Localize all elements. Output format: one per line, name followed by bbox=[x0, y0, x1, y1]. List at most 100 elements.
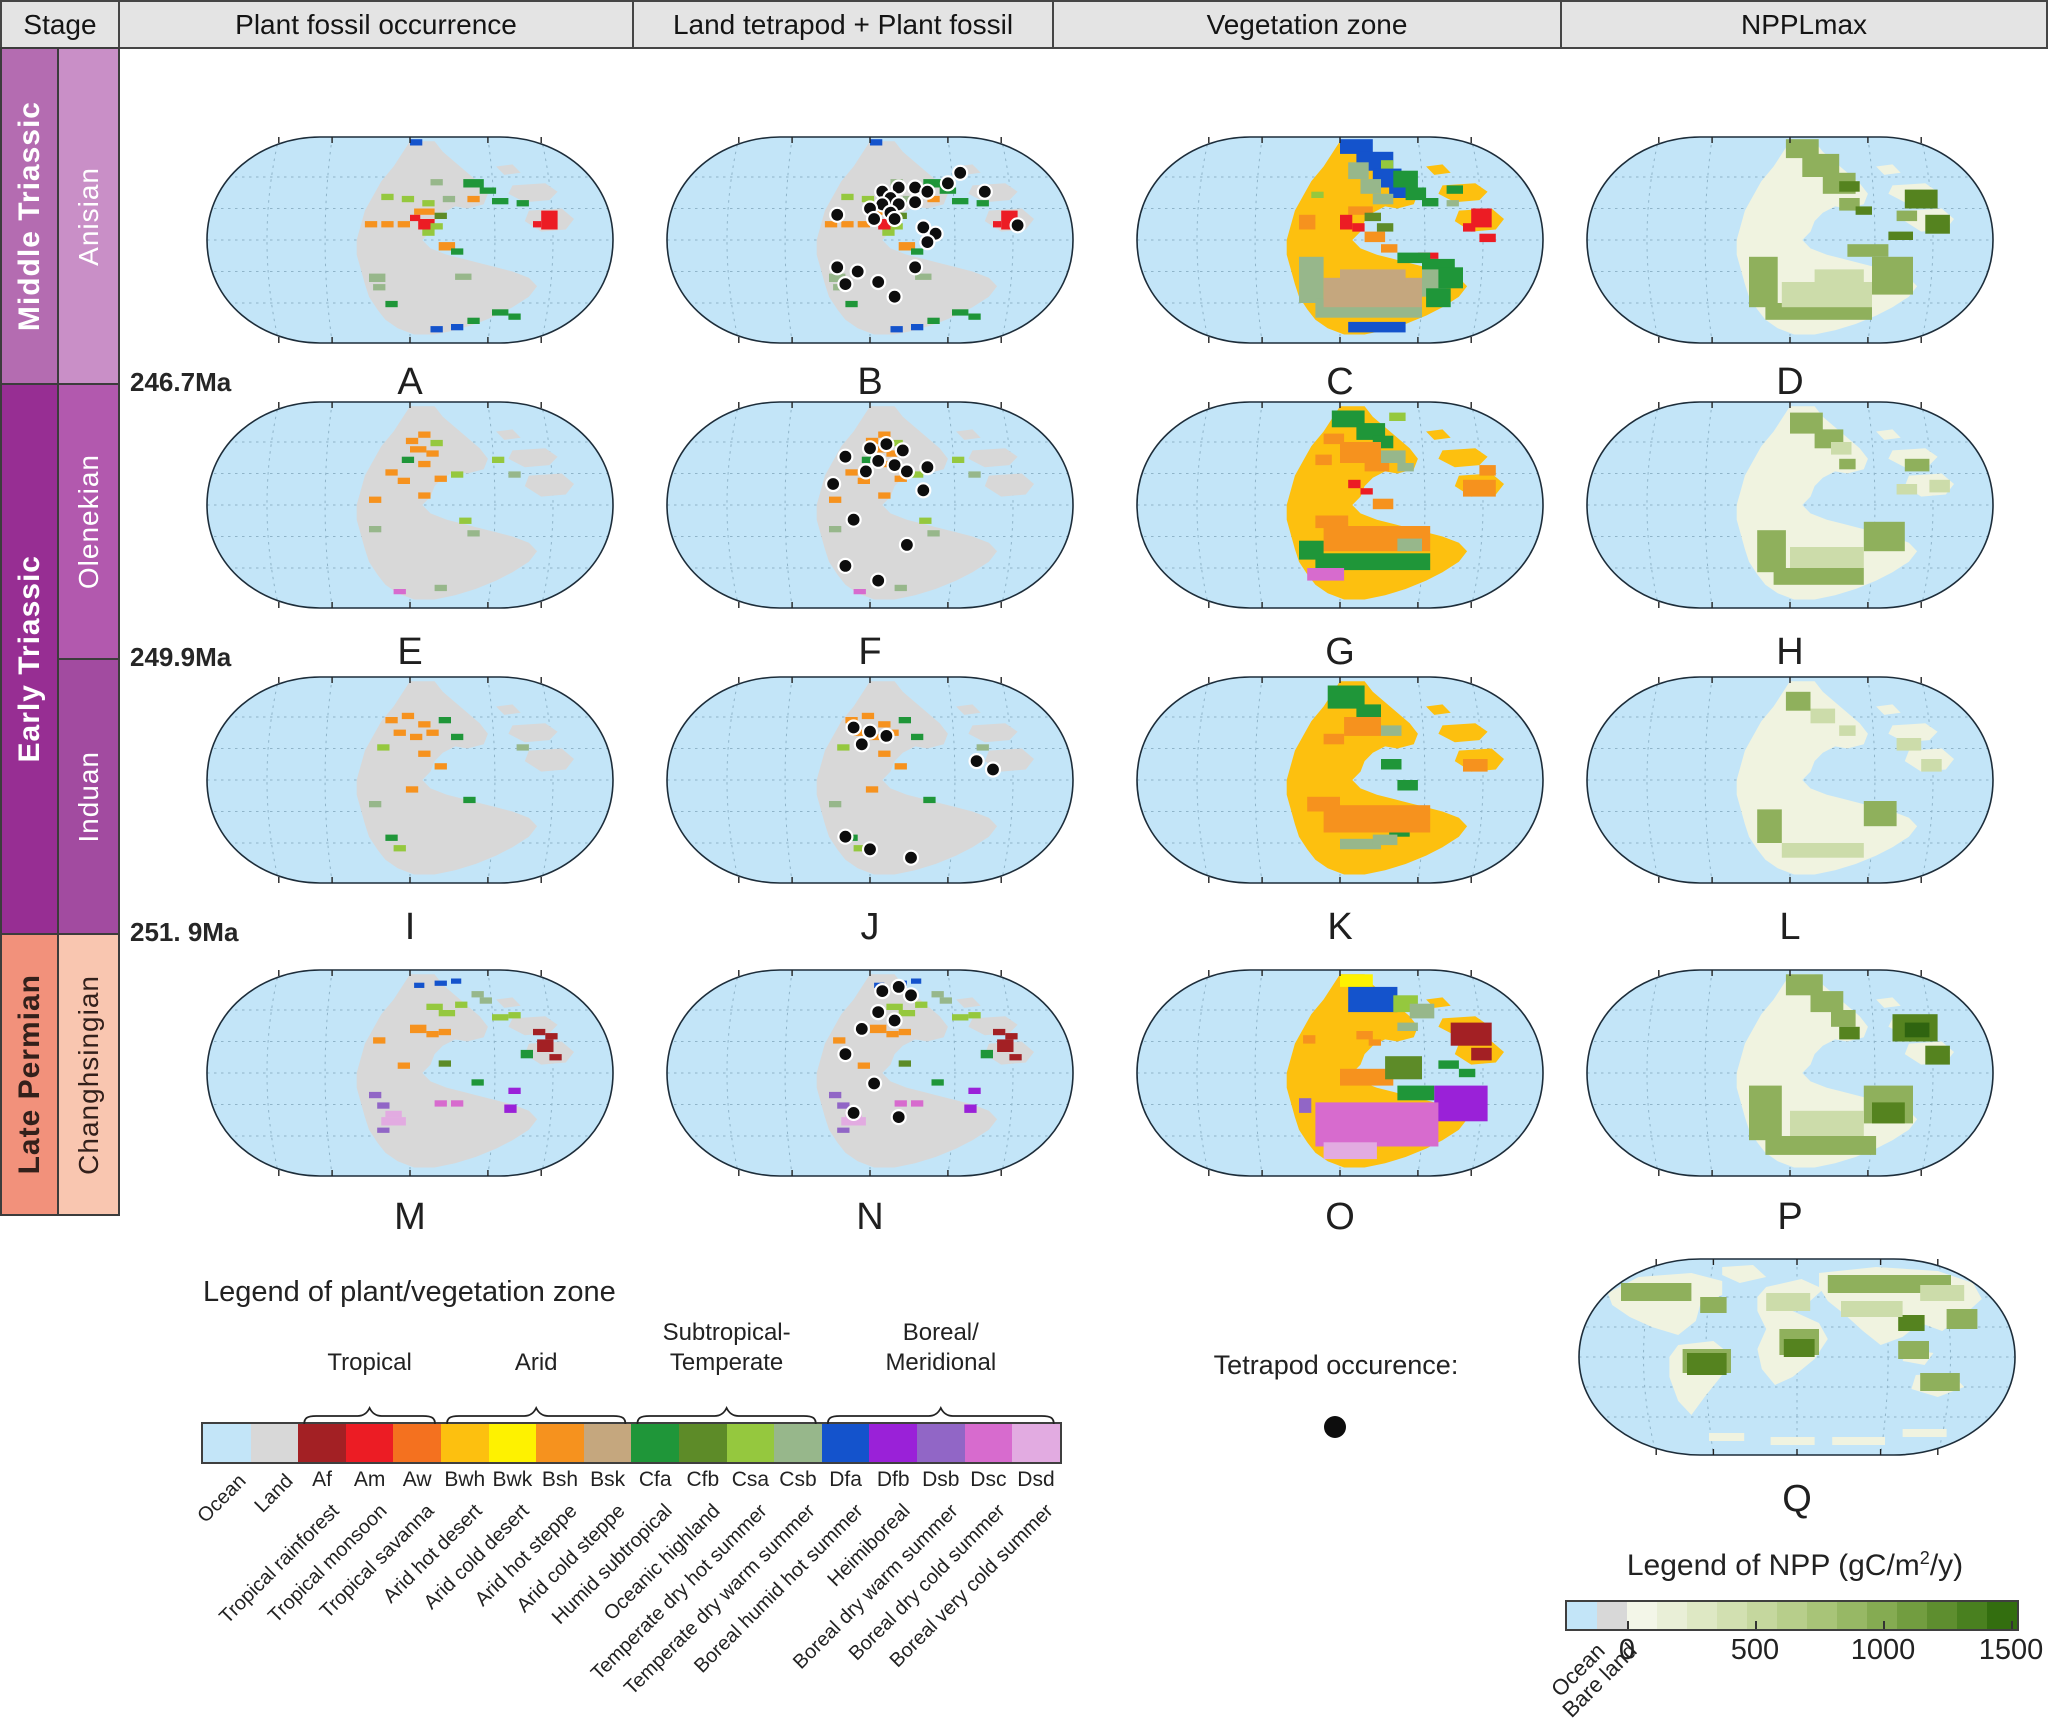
npp-title-tail: /y) bbox=[1929, 1549, 1964, 1582]
map-panel-A bbox=[205, 135, 615, 345]
tetrapod-dot bbox=[902, 849, 920, 866]
header-col-vegetation-zone: Vegetation zone bbox=[1052, 0, 1562, 49]
tetrapod-dot bbox=[829, 259, 846, 276]
tetrapod-dot bbox=[837, 1045, 854, 1063]
legend-swatch-Cfb bbox=[678, 1424, 727, 1462]
period-cell-late-permian: Late Permian bbox=[0, 933, 59, 1216]
tetrapod-dot bbox=[845, 719, 862, 736]
map-panel-O bbox=[1135, 968, 1545, 1178]
tetrapod-dot bbox=[902, 987, 920, 1004]
npp-tick-500: 500 bbox=[1730, 1634, 1780, 1666]
header-col-tetrapod-plant: Land tetrapod + Plant fossil bbox=[632, 0, 1054, 49]
legend-swatch-Dsd bbox=[1012, 1424, 1060, 1462]
legend-swatch-Cfa bbox=[631, 1424, 679, 1462]
age-label-0: 246.7Ma bbox=[130, 367, 232, 397]
tetrapod-dot bbox=[849, 263, 866, 280]
age-label-1: 249.9Ma bbox=[130, 642, 232, 672]
legend-swatch-Dfa bbox=[821, 1424, 870, 1462]
map-svg-L bbox=[1586, 676, 1994, 884]
map-panel-B bbox=[665, 135, 1075, 345]
stage-cell-anisian: Anisian bbox=[57, 47, 120, 385]
legend-swatch-Csb bbox=[774, 1424, 822, 1462]
period-cell-early-triassic: Early Triassic bbox=[0, 383, 59, 935]
map-svg-I bbox=[206, 676, 614, 884]
npp-swatch-5 bbox=[1717, 1602, 1747, 1629]
map-panel-H bbox=[1585, 400, 1995, 610]
npp-swatch-10 bbox=[1867, 1602, 1897, 1629]
period-label: Late Permian bbox=[12, 974, 46, 1175]
tetrapod-dot bbox=[915, 219, 932, 236]
stage-label: Induan bbox=[72, 750, 104, 843]
panel-letter-K: K bbox=[1327, 906, 1353, 948]
map-svg-J bbox=[666, 676, 1074, 884]
npp-swatch-7 bbox=[1777, 1602, 1807, 1629]
period-label: Early Triassic bbox=[12, 555, 46, 763]
map-svg-H bbox=[1586, 401, 1994, 609]
tetrapod-dot bbox=[890, 978, 907, 995]
npp-tick-1500: 1500 bbox=[1978, 1634, 2044, 1666]
tetrapod-dot bbox=[870, 452, 887, 470]
panel-letter-D: D bbox=[1776, 361, 1804, 403]
legend-code-Bsh: Bsh bbox=[541, 1468, 579, 1491]
map-svg-M bbox=[206, 969, 614, 1177]
tetrapod-dot bbox=[886, 288, 903, 305]
map-panel-C bbox=[1135, 135, 1545, 345]
tetrapod-dot bbox=[886, 210, 903, 228]
map-svg-P bbox=[1586, 969, 1994, 1177]
npp-swatch-4 bbox=[1687, 1602, 1717, 1629]
map-panel-G bbox=[1135, 400, 1545, 610]
legend-swatch-Bwk bbox=[488, 1424, 537, 1462]
legend-code-Bwk: Bwk bbox=[492, 1468, 533, 1491]
legend-swatch-Dsc bbox=[964, 1424, 1013, 1462]
tetrapod-dot bbox=[861, 440, 879, 457]
legend-swatch-Aw bbox=[393, 1424, 441, 1462]
stage-label: Changhsingian bbox=[72, 974, 104, 1175]
tetrapod-dot bbox=[939, 175, 956, 192]
legend-swatch-ocean bbox=[203, 1424, 251, 1462]
map-svg-B bbox=[666, 136, 1074, 344]
map-svg-O bbox=[1136, 969, 1544, 1177]
tetrapod-dot bbox=[890, 1109, 907, 1126]
map-panel-N bbox=[665, 968, 1075, 1178]
tetrapod-dot bbox=[845, 1104, 862, 1121]
header-cell-stage: Stage bbox=[0, 0, 120, 49]
tetrapod-dot bbox=[919, 233, 936, 251]
map-svg-F bbox=[666, 401, 1074, 609]
panel-letter-O: O bbox=[1325, 1196, 1355, 1238]
tetrapod-dot bbox=[898, 463, 915, 480]
panel-letter-I: I bbox=[404, 906, 416, 948]
stage-cell-olenekian: Olenekian bbox=[57, 383, 120, 660]
map-panel-M bbox=[205, 968, 615, 1178]
stage-label: Olenekian bbox=[72, 453, 104, 590]
npp-tick-1000: 1000 bbox=[1850, 1634, 1916, 1666]
tetrapod-dot bbox=[919, 459, 936, 476]
npp-tickmark-500 bbox=[1755, 1621, 1757, 1629]
tetrapod-dot bbox=[853, 1020, 870, 1038]
tetrapod-dot bbox=[853, 736, 870, 753]
tetrapod-dot bbox=[984, 761, 1002, 778]
panel-letter-B: B bbox=[857, 361, 883, 403]
tetrapod-dot bbox=[976, 183, 993, 200]
tetrapod-dot bbox=[907, 259, 924, 276]
npp-tickmark-1000 bbox=[1883, 1621, 1885, 1629]
map-panel-K bbox=[1135, 675, 1545, 885]
veg-legend-bar bbox=[201, 1422, 1062, 1464]
period-cell-middle-triassic: Middle Triassic bbox=[0, 47, 59, 385]
panel-letter-N: N bbox=[856, 1196, 884, 1238]
tetrapod-dot bbox=[878, 727, 895, 745]
legend-code-Dsc: Dsc bbox=[970, 1468, 1007, 1491]
npp-title-sup: 2 bbox=[1919, 1548, 1930, 1568]
legend-code-Csb: Csb bbox=[779, 1468, 817, 1491]
tetrapod-dot bbox=[915, 482, 932, 499]
map-svg-C bbox=[1136, 136, 1544, 344]
tetrapod-dot bbox=[837, 448, 854, 465]
panel-letter-H: H bbox=[1776, 631, 1804, 673]
tetrapod-dot bbox=[968, 752, 985, 770]
map-panel-J bbox=[665, 675, 1075, 885]
npp-swatch-6 bbox=[1747, 1602, 1777, 1629]
legend-swatch-Bwh bbox=[440, 1424, 489, 1462]
header-col-nppl-max: NPPLmax bbox=[1560, 0, 2048, 49]
map-svg-Q bbox=[1578, 1258, 2016, 1456]
map-panel-D bbox=[1585, 135, 1995, 345]
